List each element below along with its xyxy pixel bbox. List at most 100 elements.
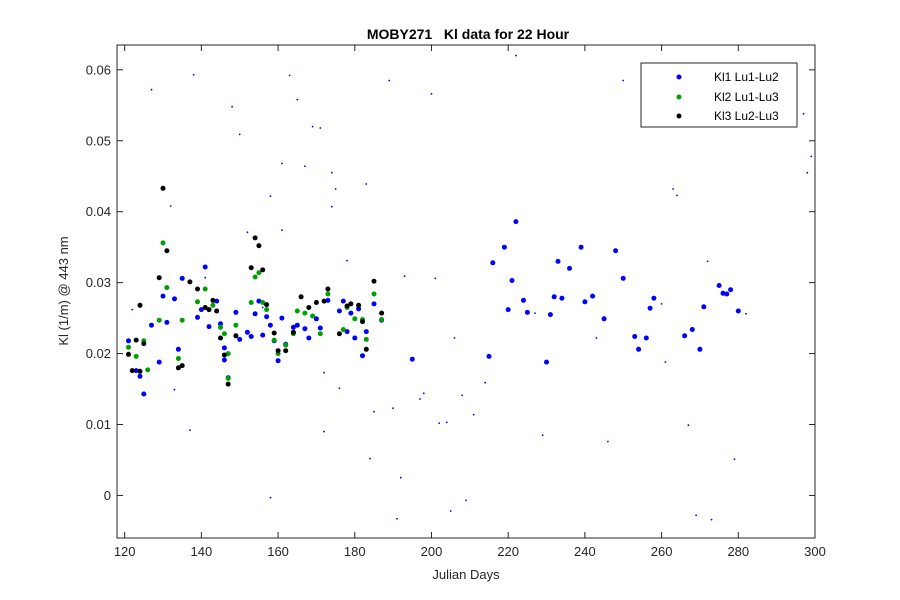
scatter-point-small: [676, 194, 678, 197]
x-tick-label: 180: [344, 544, 366, 559]
scatter-point-small: [806, 171, 809, 174]
scatter-point-series-1: [237, 336, 243, 342]
scatter-point-series-1: [643, 335, 649, 341]
scatter-point-series-1: [252, 311, 258, 317]
scatter-point-small: [311, 125, 314, 128]
scatter-point-series-1: [620, 275, 626, 281]
scatter-point-small: [131, 308, 134, 311]
legend-marker-kl3: [676, 113, 682, 119]
scatter-point-series-3: [271, 330, 277, 336]
scatter-point-series-3: [137, 368, 143, 374]
x-tick-label: 200: [421, 544, 443, 559]
scatter-point-series-1: [172, 296, 177, 302]
scatter-point-series-1: [206, 324, 212, 330]
data-points: [126, 54, 813, 521]
scatter-point-series-3: [179, 363, 185, 369]
scatter-point-small: [192, 73, 195, 76]
legend-marker-kl2: [676, 94, 682, 100]
scatter-point-small: [434, 277, 437, 280]
scatter-point-series-2: [252, 274, 258, 280]
scatter-point-small: [304, 165, 306, 168]
scatter-point-series-3: [256, 243, 262, 249]
scatter-point-series-3: [298, 294, 304, 300]
scatter-point-small: [373, 410, 375, 413]
scatter-point-series-1: [613, 248, 619, 254]
scatter-point-small: [484, 381, 487, 384]
scatter-point-series-1: [336, 308, 342, 314]
scatter-point-series-3: [306, 305, 312, 310]
scatter-point-series-1: [160, 293, 166, 299]
scatter-point-series-1: [248, 334, 254, 339]
scatter-point-series-3: [164, 248, 170, 254]
scatter-point-series-1: [221, 357, 227, 363]
scatter-point-series-1: [294, 322, 300, 328]
scatter-point-small: [392, 407, 394, 410]
scatter-point-series-3: [141, 341, 147, 347]
scatter-point-small: [445, 421, 448, 424]
scatter-point-series-1: [356, 306, 362, 312]
scatter-point-series-3: [348, 301, 354, 307]
scatter-point-series-1: [133, 368, 139, 374]
scatter-point-series-1: [149, 322, 154, 328]
y-tick-label: 0.04: [86, 204, 111, 219]
y-tick-label: 0.05: [86, 133, 111, 148]
scatter-point-small: [388, 79, 391, 82]
scatter-point-series-3: [290, 329, 296, 335]
scatter-point-series-1: [325, 297, 331, 303]
scatter-point-series-1: [306, 335, 312, 341]
scatter-point-series-1: [214, 298, 220, 304]
scatter-point-series-1: [697, 346, 703, 352]
scatter-point-series-1: [701, 304, 707, 310]
scatter-point-small: [169, 205, 172, 207]
scatter-point-small: [745, 312, 747, 315]
scatter-point-series-1: [198, 307, 204, 313]
scatter-point-series-3: [252, 235, 258, 241]
scatter-point-series-3: [133, 337, 139, 343]
scatter-point-series-1: [233, 309, 239, 315]
scatter-point-series-1: [720, 290, 726, 296]
scatter-point-small: [281, 162, 283, 165]
scatter-point-small: [710, 518, 713, 521]
scatter-point-small: [231, 105, 234, 108]
scatter-point-small: [403, 275, 406, 278]
scatter-point-series-1: [348, 310, 354, 316]
scatter-point-series-1: [555, 258, 561, 264]
scatter-point-series-1: [195, 314, 200, 320]
scatter-point-small: [695, 514, 697, 517]
scatter-point-series-2: [179, 317, 185, 323]
scatter-point-series-1: [279, 315, 285, 321]
chart-title: MOBY271 Kl data for 22 Hour: [367, 26, 570, 42]
scatter-point-series-3: [225, 381, 231, 387]
scatter-point-small: [323, 430, 325, 433]
scatter-point-series-1: [352, 335, 358, 341]
legend-box: [640, 62, 798, 128]
scatter-point-series-1: [264, 314, 270, 320]
scatter-point-small: [281, 229, 283, 232]
scatter-point-series-2: [325, 291, 331, 297]
scatter-point-series-2: [248, 300, 254, 305]
scatter-point-series-1: [524, 309, 530, 315]
scatter-point-series-2: [126, 344, 131, 350]
scatter-point-series-3: [336, 331, 342, 337]
x-tick-label: 140: [191, 544, 213, 559]
scatter-point-series-1: [141, 391, 147, 397]
scatter-point-series-3: [363, 346, 369, 352]
scatter-point-series-2: [283, 342, 289, 348]
scatter-point-small: [238, 133, 241, 136]
scatter-point-series-1: [689, 327, 695, 332]
scatter-point-small: [515, 54, 517, 57]
scatter-point-series-1: [636, 346, 642, 352]
scatter-point-small: [296, 98, 299, 101]
scatter-point-series-1: [632, 334, 638, 339]
scatter-point-small: [269, 496, 272, 499]
scatter-point-series-2: [379, 317, 385, 322]
x-tick-label: 280: [727, 544, 749, 559]
scatter-point-series-3: [344, 303, 350, 309]
scatter-point-series-2: [145, 367, 151, 373]
scatter-point-series-1: [547, 312, 553, 318]
scatter-point-small: [334, 188, 337, 190]
scatter-point-small: [338, 387, 341, 390]
scatter-point-series-1: [179, 275, 185, 281]
